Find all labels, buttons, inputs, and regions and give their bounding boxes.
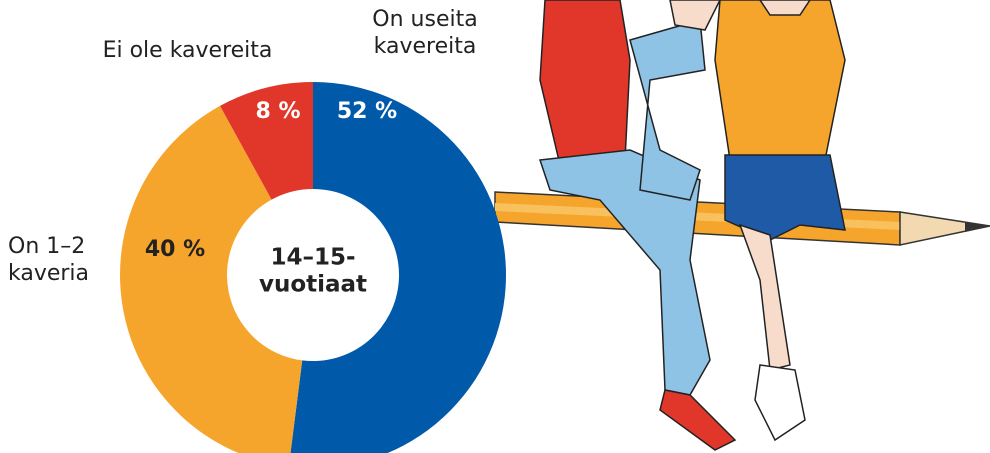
value-label: 52 % xyxy=(337,99,397,124)
center-label: vuotiaat xyxy=(259,272,367,298)
category-label: On 1–2 kaveria xyxy=(8,233,118,287)
chart: 52 % 40 % 8 % 14–15-vuotiaat xyxy=(0,0,990,453)
value-label: 40 % xyxy=(145,237,205,262)
category-label: Ei ole kavereita xyxy=(80,37,295,64)
category-label: On useita kavereita xyxy=(355,6,495,60)
value-label: 8 % xyxy=(255,99,300,124)
illustration xyxy=(495,0,990,450)
page: 52 % 40 % 8 % 14–15-vuotiaat On useita kave… xyxy=(0,0,990,453)
center-label: 14–15- xyxy=(270,245,355,271)
